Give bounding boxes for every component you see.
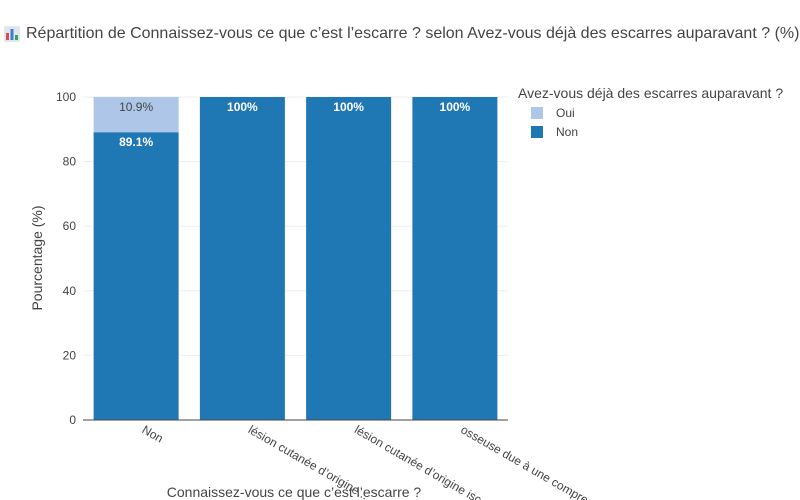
legend-entry[interactable]: Non bbox=[556, 125, 578, 139]
bar-data-label: 10.9% bbox=[119, 100, 153, 114]
legend-swatch[interactable] bbox=[531, 126, 543, 138]
y-axis-title: Pourcentage (%) bbox=[29, 205, 45, 310]
x-tick-label: Non bbox=[140, 422, 166, 445]
y-tick-label: 100 bbox=[56, 90, 76, 104]
chart-title-text: Répartition de Connaissez-vous ce que c’… bbox=[26, 25, 800, 42]
legend: Avez-vous déjà des escarres auparavant ?… bbox=[518, 85, 783, 139]
y-axis: 0 20 40 60 80 100 bbox=[56, 90, 76, 427]
legend-entry[interactable]: Oui bbox=[556, 106, 575, 120]
bar-segment bbox=[93, 132, 179, 420]
y-tick-label: 60 bbox=[63, 219, 77, 233]
chart-title: Répartition de Connaissez-vous ce que c’… bbox=[4, 25, 799, 43]
bars: 89.1% 10.9% 100% 100% 100% bbox=[93, 97, 498, 420]
bar-chart-icon bbox=[4, 26, 20, 42]
bar-segment bbox=[306, 97, 392, 420]
x-axis-title: Connaissez-vous ce que c’est l’escarre ? bbox=[167, 484, 422, 500]
legend-swatch[interactable] bbox=[531, 107, 543, 119]
bar-data-label: 100% bbox=[227, 100, 258, 114]
y-tick-label: 40 bbox=[63, 284, 77, 298]
y-tick-label: 80 bbox=[63, 155, 77, 169]
bar-data-label: 100% bbox=[440, 100, 471, 114]
bar-segment bbox=[93, 97, 179, 133]
y-tick-label: 0 bbox=[69, 413, 76, 427]
bar-segment bbox=[412, 97, 498, 420]
bar-data-label: 89.1% bbox=[119, 135, 153, 149]
legend-title: Avez-vous déjà des escarres auparavant ? bbox=[518, 85, 783, 101]
bar-segment bbox=[199, 97, 285, 420]
bar-data-label: 100% bbox=[333, 100, 364, 114]
x-tick-label: osseuse due à une compre bbox=[458, 422, 591, 500]
y-tick-label: 20 bbox=[63, 348, 77, 362]
